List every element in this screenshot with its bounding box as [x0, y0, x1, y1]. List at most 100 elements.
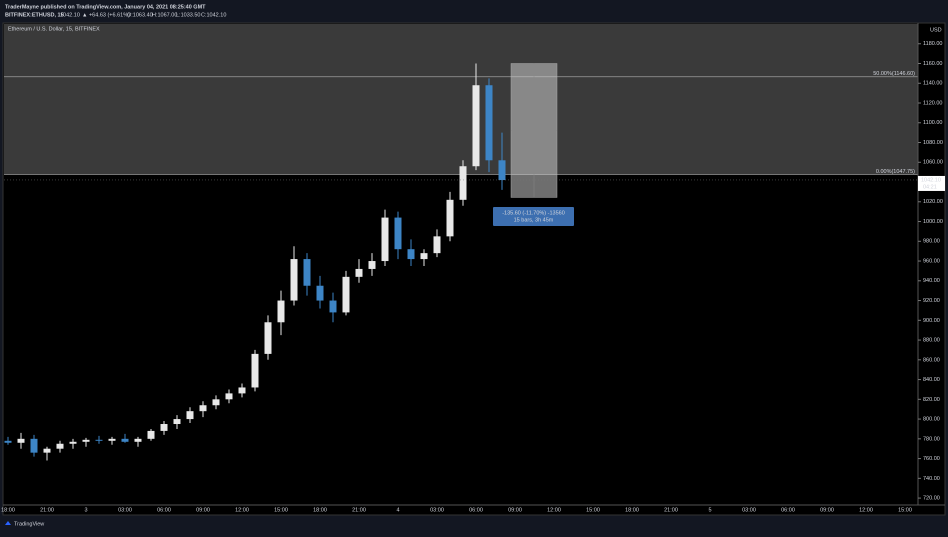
candle-body [407, 249, 415, 260]
candle-body [4, 440, 12, 443]
level-label: 0.00%(1047.75) [876, 169, 915, 175]
measure-tooltip [493, 207, 574, 226]
candle-body [433, 236, 441, 254]
x-tick-label: 06:00 [469, 507, 483, 513]
candle-body [485, 85, 493, 161]
x-tick-label: 21:00 [40, 507, 54, 513]
y-tick-label: 1100.00 [923, 120, 942, 126]
candle-body [420, 253, 428, 260]
publish-line: TraderMayne published on TradingView.com… [5, 4, 206, 10]
candle-body [446, 199, 454, 237]
y-tick-label: 980.00 [923, 239, 940, 245]
measure-bars: 15 bars, 3h 45m [514, 217, 554, 223]
candle-body [381, 217, 389, 262]
measure-label: -135.60 (-11.70%) -13560 [502, 210, 565, 216]
x-tick-label: 21:00 [664, 507, 678, 513]
candle-body [56, 443, 64, 449]
x-tick-label: 09:00 [508, 507, 522, 513]
candle-body [303, 259, 311, 286]
candle-body [43, 448, 51, 453]
candle-body [472, 85, 480, 167]
candle-body [329, 300, 337, 313]
x-tick-label: 06:00 [157, 507, 171, 513]
candle-body [316, 285, 324, 301]
y-tick-label: 840.00 [923, 377, 940, 383]
x-tick-label: 03:00 [430, 507, 444, 513]
x-tick-label: 09:00 [196, 507, 210, 513]
candle-body [82, 439, 90, 442]
candle-body [225, 393, 233, 400]
y-tick-label: 1180.00 [923, 41, 942, 47]
candle-body [212, 399, 220, 406]
y-tick-label: 800.00 [923, 417, 940, 423]
x-tick-label: 18:00 [625, 507, 639, 513]
y-tick-label: 900.00 [923, 318, 940, 324]
candle-body [160, 424, 168, 431]
candle-body [147, 430, 155, 439]
y-tick-label: 940.00 [923, 278, 940, 284]
y-tick-label: 740.00 [923, 476, 940, 482]
candle-body [134, 438, 142, 442]
countdown: 04:21 [923, 184, 937, 190]
y-axis-label: USD [930, 27, 942, 33]
x-tick-label: 21:00 [352, 507, 366, 513]
y-tick-label: 960.00 [923, 258, 940, 264]
candle-body [121, 438, 129, 442]
brand-logo [5, 521, 11, 525]
y-tick-label: 720.00 [923, 496, 940, 502]
candle-body [368, 261, 376, 269]
x-tick-label: 06:00 [781, 507, 795, 513]
y-tick-label: 1000.00 [923, 219, 943, 225]
candle-body [238, 387, 246, 394]
ohlc-open: O:1063.40 [127, 12, 153, 18]
candle-body [251, 353, 259, 388]
candle-body [69, 441, 77, 444]
y-tick-label: 760.00 [923, 456, 940, 462]
x-tick-label: 03:00 [118, 507, 132, 513]
x-tick-label: 12:00 [859, 507, 873, 513]
x-tick-label: 12:00 [235, 507, 249, 513]
chart-title: Ethereum / U.S. Dollar, 15, BITFINEX [8, 26, 100, 32]
candle-body [355, 268, 363, 277]
x-tick-label: 18:00 [1, 507, 15, 513]
y-tick-label: 1080.00 [923, 140, 943, 146]
y-tick-label: 1140.00 [923, 81, 942, 87]
last-price-label: 1042.10 [921, 177, 941, 183]
candle-body [264, 322, 272, 354]
x-tick-label: 12:00 [547, 507, 561, 513]
candle-body [30, 438, 38, 453]
candle-body [290, 259, 298, 301]
x-tick-label: 15:00 [898, 507, 912, 513]
candle-body [459, 166, 467, 200]
y-tick-label: 1120.00 [923, 100, 942, 106]
ohlc-high: H:1067.00 [152, 12, 177, 18]
last-price-tag [918, 175, 945, 191]
x-tick-label: 15:00 [586, 507, 600, 513]
y-tick-label: 880.00 [923, 338, 940, 344]
candle-body [17, 438, 25, 443]
last-price: 1042.10 [60, 12, 80, 18]
candle-body [394, 217, 402, 250]
y-tick-label: 920.00 [923, 298, 940, 304]
x-tick-label: 4 [396, 507, 399, 513]
ohlc-close: C:1042.10 [201, 12, 226, 18]
plot [4, 24, 918, 461]
candle-body [342, 276, 350, 313]
ohlc-low: L:1033.50 [176, 12, 200, 18]
x-tick-label: 5 [708, 507, 711, 513]
candle-body [186, 411, 194, 420]
x-tick-label: 15:00 [274, 507, 288, 513]
y-tick-label: 1020.00 [923, 199, 943, 205]
candle-body [277, 300, 285, 323]
change: ▲ +64.63 (+6.61%) [82, 12, 130, 18]
brand: TradingView [14, 521, 44, 527]
candle-body [95, 439, 103, 441]
level-label: 50.00%(1146.60) [873, 71, 915, 77]
symbol: BITFINEX:ETHUSD, 15 [5, 12, 64, 18]
y-tick-label: 1160.00 [923, 61, 942, 67]
x-tick-label: 03:00 [742, 507, 756, 513]
candle-body [199, 405, 207, 412]
x-tick-label: 09:00 [820, 507, 834, 513]
y-tick-label: 860.00 [923, 357, 940, 363]
x-tick-label: 3 [84, 507, 87, 513]
